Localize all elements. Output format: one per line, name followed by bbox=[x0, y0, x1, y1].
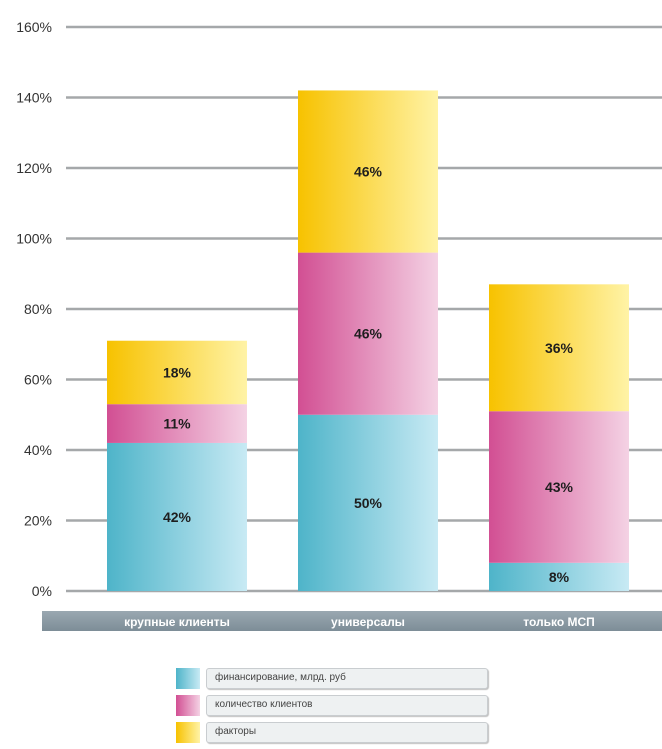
y-tick-label: 60% bbox=[24, 372, 52, 388]
bar-segment bbox=[107, 442, 247, 591]
data-label: 46% bbox=[354, 164, 383, 180]
bar-segment bbox=[298, 90, 438, 253]
x-axis-band bbox=[42, 611, 662, 631]
y-tick-label: 100% bbox=[16, 231, 52, 247]
y-tick-label: 20% bbox=[24, 513, 52, 529]
y-tick-label: 80% bbox=[24, 301, 52, 317]
legend-swatch-factors bbox=[176, 722, 200, 743]
data-label: 50% bbox=[354, 495, 383, 511]
data-label: 11% bbox=[163, 416, 191, 432]
bar-segment bbox=[489, 411, 629, 563]
data-label: 18% bbox=[163, 364, 192, 380]
bar-segment bbox=[298, 252, 438, 415]
legend-label-clients: количество клиентов bbox=[215, 699, 313, 710]
x-category-label: крупные клиенты bbox=[124, 615, 230, 629]
data-label: 43% bbox=[545, 479, 574, 495]
bar-segment bbox=[107, 404, 247, 443]
y-tick-label: 140% bbox=[16, 90, 52, 106]
stacked-bar-chart: 0% 20% 40% 60% 80% 100% 120% 140% 160% 42% 11% 18%… bbox=[16, 19, 662, 631]
legend-label-financing: финансирование, млрд. руб bbox=[215, 672, 346, 683]
data-label: 46% bbox=[354, 326, 383, 342]
y-tick-label: 40% bbox=[24, 442, 52, 458]
y-tick-label: 120% bbox=[16, 160, 52, 176]
legend-item-factors: факторы bbox=[176, 722, 488, 743]
legend: финансирование, млрд. руб количество кли… bbox=[176, 668, 488, 749]
legend-box: факторы bbox=[206, 722, 488, 743]
bar-segment bbox=[489, 562, 629, 591]
bar-segment bbox=[298, 414, 438, 591]
bars bbox=[107, 90, 629, 591]
y-tick-label: 0% bbox=[32, 583, 52, 599]
bar-segment bbox=[107, 340, 247, 405]
x-category-label: универсалы bbox=[331, 615, 405, 629]
legend-item-financing: финансирование, млрд. руб bbox=[176, 668, 488, 689]
legend-box: количество клиентов bbox=[206, 695, 488, 716]
legend-item-clients: количество клиентов bbox=[176, 695, 488, 716]
data-labels: 42% 11% 18% 50% 46% 46% 8% 43% 36% bbox=[163, 164, 574, 585]
y-axis-ticks: 0% 20% 40% 60% 80% 100% 120% 140% 160% bbox=[16, 19, 52, 599]
legend-swatch-financing bbox=[176, 668, 200, 689]
data-label: 8% bbox=[549, 569, 570, 585]
legend-box: финансирование, млрд. руб bbox=[206, 668, 488, 689]
legend-label-factors: факторы bbox=[215, 726, 257, 737]
legend-swatch-clients bbox=[176, 695, 200, 716]
bar-segment bbox=[489, 284, 629, 412]
y-tick-label: 160% bbox=[16, 19, 52, 35]
data-label: 36% bbox=[545, 340, 574, 356]
x-category-label: только МСП bbox=[523, 615, 595, 629]
data-label: 42% bbox=[163, 509, 192, 525]
x-axis: крупные клиенты универсалы только МСП bbox=[42, 611, 662, 631]
